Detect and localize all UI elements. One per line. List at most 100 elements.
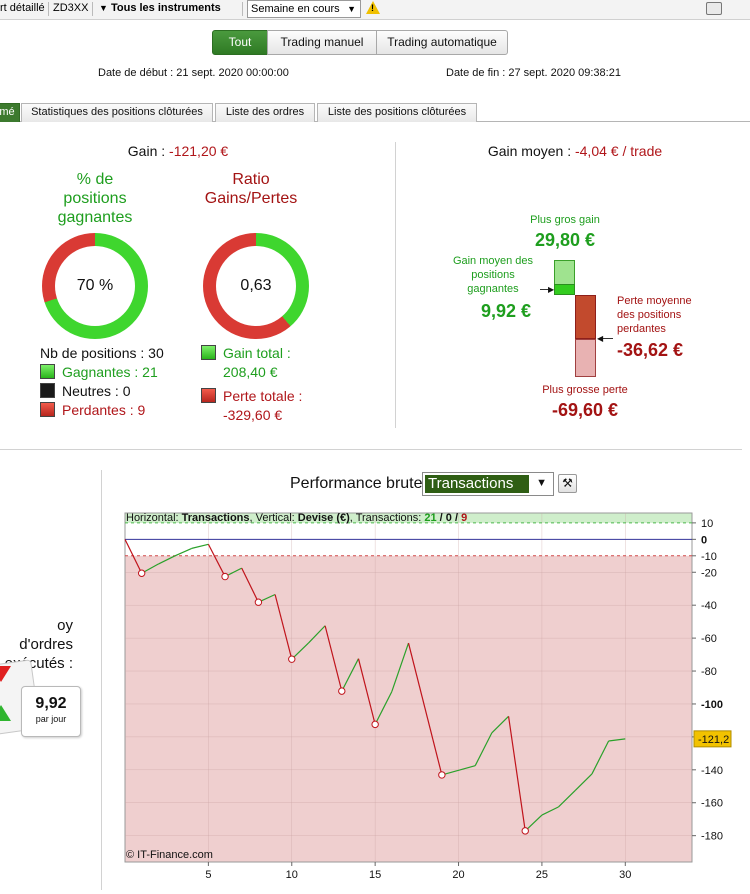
buy-arrow-icon bbox=[0, 705, 11, 721]
tab-orders-list[interactable]: Liste des ordres bbox=[215, 103, 315, 122]
winners-count: Gagnantes : 21 bbox=[62, 364, 158, 380]
info-text: , Vertical: bbox=[249, 512, 298, 524]
losers-count: Perdantes : 9 bbox=[62, 402, 146, 418]
info-horizontal-value: Transactions bbox=[181, 512, 250, 524]
avg-losing-label-line: perdantes bbox=[617, 323, 666, 335]
printer-icon[interactable] bbox=[706, 2, 722, 15]
winning-pct-title: % de positions gagnantes bbox=[40, 170, 150, 227]
series-segment bbox=[507, 716, 526, 831]
y-tick-label: 0 bbox=[701, 534, 707, 546]
loss-zone bbox=[125, 555, 692, 862]
end-date: Date de fin : 27 sept. 2020 09:38:21 bbox=[446, 67, 621, 79]
info-text: / bbox=[451, 512, 462, 524]
ratio-title-line: Gains/Pertes bbox=[204, 190, 298, 207]
loss-marker bbox=[521, 827, 529, 835]
gain-value: -121,20 € bbox=[169, 143, 229, 159]
info-text: / bbox=[436, 512, 446, 524]
sell-arrow-icon bbox=[0, 666, 11, 682]
tab-closed-positions-stats[interactable]: Statistiques des positions clôturées bbox=[21, 103, 213, 122]
warning-icon[interactable]: ! bbox=[366, 1, 380, 14]
y-tick-label: -80 bbox=[701, 666, 717, 678]
gain-label: Gain : bbox=[127, 143, 166, 159]
series-segment bbox=[407, 642, 443, 776]
wrench-icon[interactable]: ⚒ bbox=[558, 474, 577, 493]
tab-summary[interactable]: mé bbox=[0, 103, 20, 122]
end-date-value: 27 sept. 2020 09:38:21 bbox=[508, 67, 621, 79]
info-neutral-count: 0 bbox=[445, 512, 452, 524]
toolbar-separator bbox=[92, 2, 93, 16]
instruments-label: Tous les instruments bbox=[110, 2, 221, 14]
panel-divider bbox=[395, 142, 396, 428]
worst-loss-label: Plus grosse perte bbox=[542, 384, 628, 396]
avg-winning-label-line: positions bbox=[471, 269, 515, 281]
series-segment bbox=[574, 773, 593, 791]
dropdown-arrow-icon: ▼ bbox=[99, 3, 108, 13]
positions-count: Nb de positions : 30 bbox=[40, 345, 164, 361]
mode-all-button[interactable]: Tout bbox=[212, 30, 268, 55]
info-loss-count: 9 bbox=[461, 512, 468, 524]
avg-winning-label-line: Gain moyen des bbox=[452, 255, 534, 267]
report-type-label[interactable]: rt détaillé bbox=[0, 2, 45, 14]
y-tick-label: -100 bbox=[701, 699, 723, 711]
avg-losing-value: -36,62 € bbox=[617, 340, 684, 360]
ratio-title: Ratio Gains/Pertes bbox=[196, 170, 306, 208]
series-segment bbox=[591, 740, 610, 775]
loss-total-value: -329,60 € bbox=[223, 407, 283, 423]
loss-marker bbox=[438, 771, 446, 779]
loss-marker bbox=[371, 720, 379, 729]
orders-per-day-box: 9,92 par jour bbox=[21, 686, 81, 737]
mode-manual-button[interactable]: Trading manuel bbox=[267, 30, 377, 55]
last-value-tag bbox=[693, 730, 732, 748]
period-value: Semaine en cours bbox=[251, 3, 340, 15]
toolbar-separator bbox=[242, 2, 243, 16]
ratio-title-line: Ratio bbox=[232, 171, 270, 188]
series-segment bbox=[158, 555, 176, 565]
chart-markers bbox=[137, 569, 529, 835]
winning-pct-title-line: gagnantes bbox=[57, 209, 133, 226]
loss-total-swatch bbox=[201, 388, 216, 403]
series-segment bbox=[491, 715, 509, 734]
series-segment bbox=[191, 543, 209, 549]
x-tick-label: 5 bbox=[205, 869, 211, 881]
series-segment bbox=[274, 594, 293, 660]
chart-series bbox=[124, 539, 626, 832]
tab-bar: mé Statistiques des positions clôturées … bbox=[0, 101, 750, 122]
chevron-down-icon: ▼ bbox=[536, 477, 547, 489]
best-gain-value: 29,80 € bbox=[534, 230, 596, 250]
top-toolbar: rt détaillé ZD3XX ▼ Tous les instruments… bbox=[0, 0, 750, 20]
info-text: Horizontal: bbox=[126, 512, 182, 524]
x-axis-ticks: 5 10 15 20 25 30 bbox=[205, 862, 631, 881]
avg-gain-bar bbox=[554, 284, 575, 295]
avg-losing-label-line: Perte moyenne bbox=[617, 295, 692, 307]
chart-background bbox=[124, 512, 693, 863]
series-segment bbox=[291, 642, 309, 660]
avg-losing-label-line: des positions bbox=[617, 309, 682, 321]
chart-copyright: © IT-Finance.com bbox=[126, 849, 213, 861]
avg-winning-label-line: gagnantes bbox=[467, 283, 519, 295]
x-tick-label: 30 bbox=[619, 869, 631, 881]
symbol-label[interactable]: ZD3XX bbox=[53, 2, 89, 14]
panel-divider bbox=[101, 470, 102, 890]
winning-pct-value: 70 % bbox=[55, 246, 135, 326]
series-segment bbox=[308, 625, 326, 644]
toolbar-separator bbox=[48, 2, 49, 16]
y-tick-label: -10 bbox=[701, 551, 717, 563]
chart-info-line: Horizontal: Transactions, Vertical: Devi… bbox=[126, 512, 467, 524]
tab-closed-positions-list[interactable]: Liste des positions clôturées bbox=[317, 103, 477, 122]
loss-marker bbox=[338, 687, 346, 695]
mode-auto-button[interactable]: Trading automatique bbox=[376, 30, 508, 55]
series-segment bbox=[174, 547, 192, 557]
chevron-down-icon: ▼ bbox=[347, 4, 356, 14]
avg-winning-label: Gain moyen des positions gagnantes bbox=[448, 254, 538, 296]
x-tick-label: 10 bbox=[286, 869, 298, 881]
start-date-label: Date de début : bbox=[98, 67, 174, 79]
instruments-menu[interactable]: ▼ Tous les instruments bbox=[99, 0, 221, 18]
period-select[interactable]: Semaine en cours ▼ bbox=[247, 0, 361, 18]
y-tick-label: -180 bbox=[701, 831, 723, 843]
info-vertical-value: Devise (€) bbox=[297, 512, 350, 524]
y-tick-label: -160 bbox=[701, 798, 723, 810]
y-axis-ticks: 100-10-20-40-60-80-100-120-140-160-180-1… bbox=[692, 518, 732, 843]
performance-mode-select[interactable]: Transactions ▼ bbox=[422, 472, 554, 496]
x-tick-label: 15 bbox=[369, 869, 381, 881]
gain-total-label: Gain total : bbox=[223, 345, 291, 361]
